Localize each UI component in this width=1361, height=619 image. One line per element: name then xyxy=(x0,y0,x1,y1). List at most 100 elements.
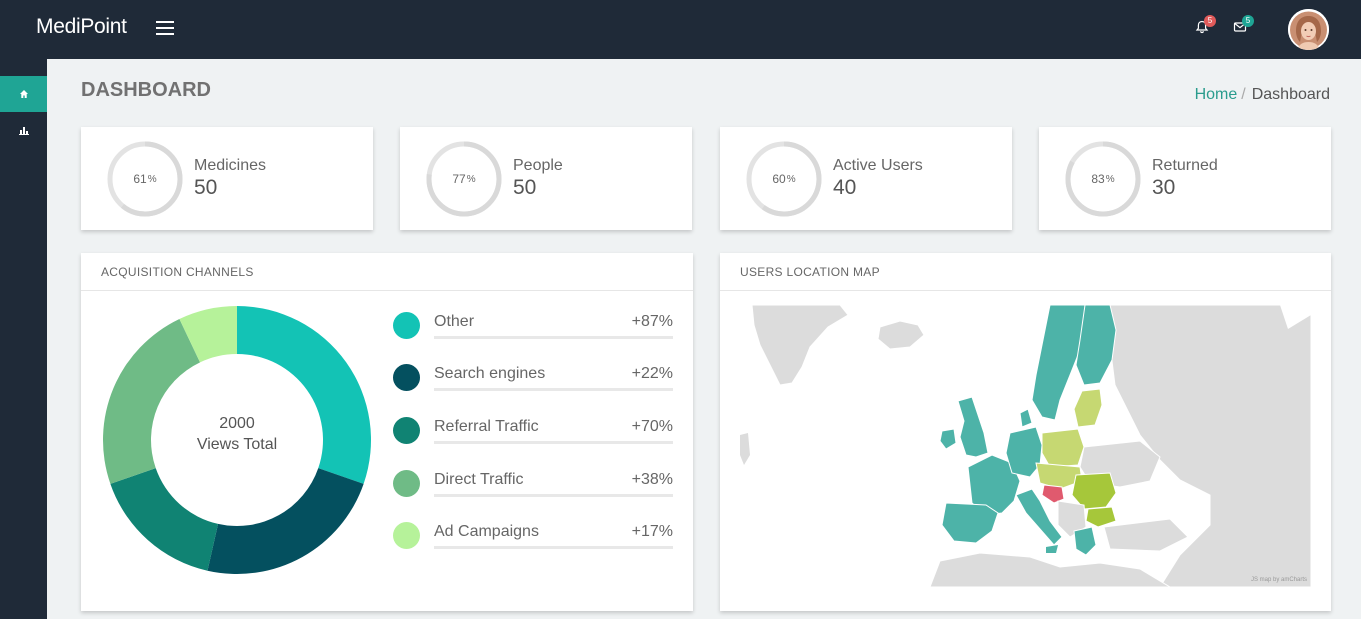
notification-count-badge: 5 xyxy=(1204,15,1216,27)
stat-value: 50 xyxy=(513,176,537,199)
region-denmark xyxy=(1019,408,1033,428)
region-germany xyxy=(1005,426,1043,478)
views-total-value: 2000 xyxy=(219,415,255,432)
legend-underline xyxy=(434,441,673,444)
progress-percent: 61% xyxy=(133,172,157,186)
notifications-button[interactable]: 5 xyxy=(1195,15,1216,36)
stat-label: Active Users xyxy=(833,157,923,174)
sidebar-item-home[interactable] xyxy=(0,76,47,112)
channel-change: +87% xyxy=(631,313,673,330)
donut-slice-other[interactable] xyxy=(237,306,371,484)
progress-ring xyxy=(107,141,183,217)
panel-title: USERS LOCATION MAP xyxy=(720,253,1331,291)
progress-ring xyxy=(746,141,822,217)
legend-underline xyxy=(434,546,673,549)
stat-label: People xyxy=(513,157,563,174)
region-uk xyxy=(957,396,989,458)
donut-slice-direct-traffic[interactable] xyxy=(102,319,201,484)
channel-name: Direct Traffic xyxy=(434,471,524,488)
channel-name: Referral Traffic xyxy=(434,418,539,435)
stat-card-medicines: 61% Medicines 50 xyxy=(81,127,373,230)
region-romania xyxy=(1071,472,1117,510)
legend-item: Referral Traffic +70% xyxy=(393,417,673,457)
progress-percent: 60% xyxy=(772,172,796,186)
map-credit: JS map by amCharts xyxy=(1250,577,1307,583)
region-france xyxy=(967,454,1021,516)
stat-label: Returned xyxy=(1152,157,1218,174)
sidebar-item-charts[interactable] xyxy=(0,112,47,148)
legend-dot xyxy=(393,364,420,391)
region-greece xyxy=(1073,526,1097,556)
top-navbar: MediPoint 5 5 xyxy=(0,0,1361,59)
brand-logo[interactable]: MediPoint xyxy=(36,15,127,38)
sidebar xyxy=(0,59,47,619)
user-avatar[interactable] xyxy=(1288,9,1329,50)
views-total-label: Views Total xyxy=(196,436,278,453)
region-bulgaria xyxy=(1085,506,1117,528)
legend-underline xyxy=(434,494,673,497)
region-north-africa xyxy=(929,552,1171,587)
channel-change: +22% xyxy=(631,365,673,382)
breadcrumb: Home / Dashboard xyxy=(1195,86,1330,104)
region-poland xyxy=(1041,428,1085,468)
region-turkey xyxy=(1103,518,1189,552)
region-baltics xyxy=(1073,388,1103,428)
progress-arc xyxy=(426,141,502,217)
donut-center-text: 2000 Views Total xyxy=(137,413,337,455)
region-ireland xyxy=(939,428,957,450)
users-location-map-panel: USERS LOCATION MAP xyxy=(720,253,1331,611)
channel-change: +17% xyxy=(631,523,673,540)
breadcrumb-home-link[interactable]: Home xyxy=(1194,86,1238,103)
progress-ring xyxy=(426,141,502,217)
progress-percent: 83% xyxy=(1091,172,1115,186)
stat-label: Medicines xyxy=(194,157,267,174)
progress-arc xyxy=(107,141,183,217)
breadcrumb-current: Dashboard xyxy=(1251,86,1330,103)
donut-slice-search-engines[interactable] xyxy=(207,468,364,574)
bar-chart-icon xyxy=(18,127,29,135)
home-icon xyxy=(19,90,28,98)
progress-arc xyxy=(1065,141,1141,217)
map-graphic xyxy=(740,305,1311,587)
stat-value: 40 xyxy=(833,176,857,199)
stat-card-active-users: 60% Active Users 40 xyxy=(720,127,1012,230)
panel-title: ACQUISITION CHANNELS xyxy=(81,253,693,291)
legend-underline xyxy=(434,336,673,339)
progress-arc xyxy=(746,141,822,217)
channel-name: Ad Campaigns xyxy=(434,523,539,540)
stat-value: 50 xyxy=(194,176,218,199)
channel-name: Other xyxy=(434,313,475,330)
legend-dot xyxy=(393,417,420,444)
region-italy xyxy=(1015,488,1063,546)
europe-map[interactable]: JS map by amCharts xyxy=(740,305,1311,587)
region-russia xyxy=(1109,305,1311,587)
stat-value: 30 xyxy=(1152,176,1176,199)
stat-card-returned: 83% Returned 30 xyxy=(1039,127,1331,230)
legend-dot xyxy=(393,470,420,497)
region-croatia xyxy=(1041,484,1065,504)
page-title: DASHBOARD xyxy=(81,79,211,101)
legend-dot xyxy=(393,312,420,339)
legend-item: Ad Campaigns +17% xyxy=(393,522,673,562)
donut-slice-referral-traffic[interactable] xyxy=(110,468,219,571)
breadcrumb-separator: / xyxy=(1241,86,1246,103)
acquisition-channels-panel: ACQUISITION CHANNELS 2000 Views Total Ot… xyxy=(81,253,693,611)
region-sicily xyxy=(1046,545,1058,553)
menu-toggle-icon[interactable] xyxy=(156,21,174,35)
progress-percent: 77% xyxy=(452,172,476,186)
region-finland xyxy=(1075,305,1117,386)
message-count-badge: 5 xyxy=(1242,15,1254,27)
region-iceland xyxy=(877,320,925,350)
progress-ring xyxy=(1065,141,1141,217)
messages-button[interactable]: 5 xyxy=(1233,15,1254,36)
channel-change: +70% xyxy=(631,418,673,435)
legend-item: Other +87% xyxy=(393,312,673,352)
channel-change: +38% xyxy=(631,471,673,488)
donut-chart xyxy=(102,306,371,574)
region-central-europe xyxy=(1035,462,1083,490)
region-iberia xyxy=(941,502,999,544)
donut-slice-ad-campaigns[interactable] xyxy=(179,306,237,363)
stat-card-people: 77% People 50 xyxy=(400,127,692,230)
channel-name: Search engines xyxy=(434,365,546,382)
region-greenland xyxy=(751,305,849,386)
